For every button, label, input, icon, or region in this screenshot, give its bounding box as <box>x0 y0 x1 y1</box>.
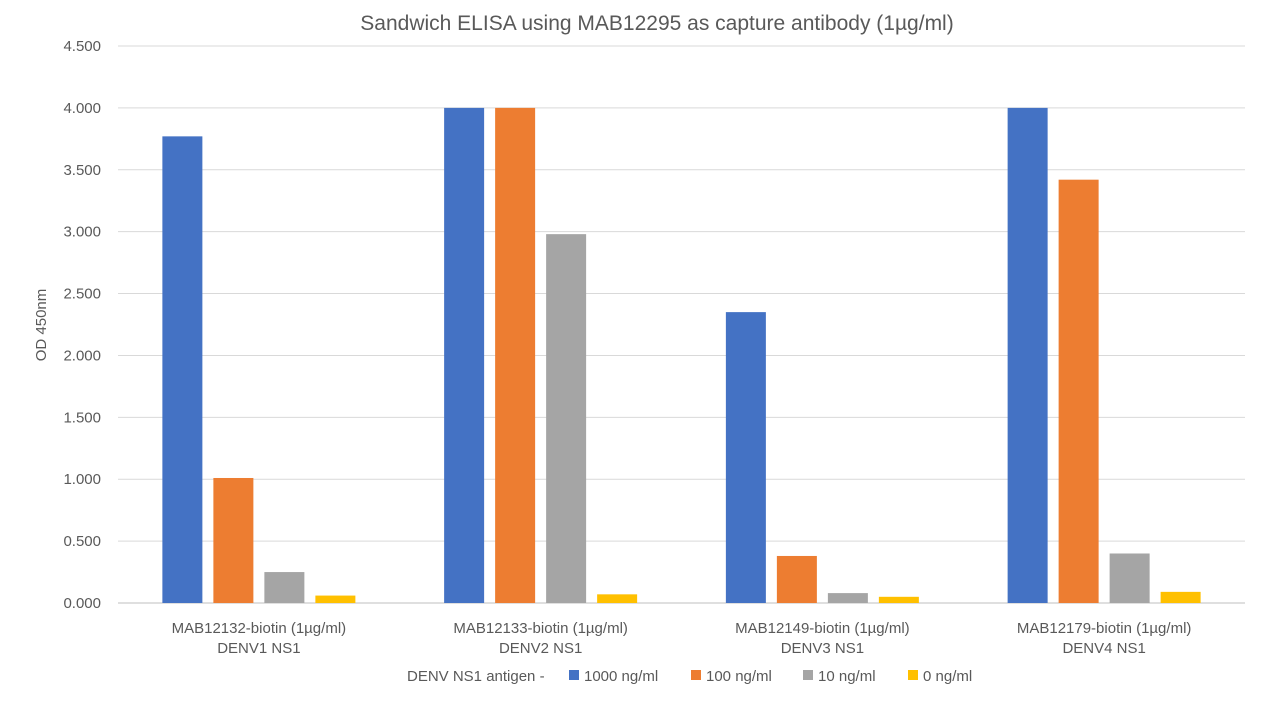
legend-label: 1000 ng/ml <box>584 668 658 685</box>
bar-10-ng-ml-2 <box>546 234 587 604</box>
bar-100-ng-ml-1 <box>213 477 254 603</box>
x-tick-label: MAB12133-biotin (1µg/ml) <box>453 620 628 637</box>
legend-prefix: DENV NS1 antigen - <box>407 668 545 685</box>
x-tick-label: MAB12179-biotin (1µg/ml) <box>1017 620 1192 637</box>
y-tick-label: 0.500 <box>63 533 101 550</box>
legend-swatch <box>803 670 813 680</box>
y-tick-label: 4.500 <box>63 38 101 55</box>
x-tick-label: MAB12149-biotin (1µg/ml) <box>735 620 910 637</box>
bar-10-ng-ml-4 <box>1109 553 1150 603</box>
y-tick-label: 2.000 <box>63 347 101 364</box>
x-tick-label: MAB12132-biotin (1µg/ml) <box>172 620 347 637</box>
legend-swatch <box>569 670 579 680</box>
bar-1000-ng-ml-3 <box>725 312 766 603</box>
bar-0-ng-ml-4 <box>1160 591 1201 603</box>
bar-0-ng-ml-2 <box>597 594 638 603</box>
bar-100-ng-ml-2 <box>495 107 536 603</box>
bar-0-ng-ml-3 <box>878 596 919 603</box>
x-tick-label: DENV1 NS1 <box>217 640 300 657</box>
bar-10-ng-ml-3 <box>827 593 868 603</box>
bar-10-ng-ml-1 <box>264 572 305 603</box>
y-tick-label: 4.000 <box>63 100 101 117</box>
y-tick-label: 1.000 <box>63 471 101 488</box>
bar-100-ng-ml-4 <box>1058 179 1099 603</box>
bar-100-ng-ml-3 <box>776 555 817 603</box>
legend: DENV NS1 antigen - 1000 ng/ml 100 ng/ml 10 … <box>407 668 972 685</box>
legend-swatch <box>908 670 918 680</box>
y-axis-label: OD 450nm <box>33 289 50 362</box>
y-tick-label: 2.500 <box>63 286 101 303</box>
y-tick-label: 3.500 <box>63 162 101 179</box>
x-tick-label: DENV2 NS1 <box>499 640 582 657</box>
x-axis-ticks: MAB12132-biotin (1µg/ml) DENV1 NS1 MAB1213… <box>172 620 1192 657</box>
bar-1000-ng-ml-1 <box>162 136 203 603</box>
bar-1000-ng-ml-4 <box>1007 107 1048 603</box>
gridlines <box>118 45 1245 604</box>
bar-1000-ng-ml-2 <box>444 107 485 603</box>
legend-label: 0 ng/ml <box>923 668 972 685</box>
bars <box>162 107 1201 604</box>
y-tick-label: 0.000 <box>63 595 101 612</box>
y-tick-label: 3.000 <box>63 224 101 241</box>
legend-label: 100 ng/ml <box>706 668 772 685</box>
bar-0-ng-ml-1 <box>315 595 356 603</box>
x-tick-label: DENV3 NS1 <box>781 640 864 657</box>
y-tick-label: 1.500 <box>63 409 101 426</box>
chart-title: Sandwich ELISA using MAB12295 as capture… <box>360 12 953 35</box>
legend-swatch <box>691 670 701 680</box>
y-axis-ticks: 0.000 0.500 1.000 1.500 2.000 2.500 3.000 3.500… <box>63 38 101 612</box>
x-tick-label: DENV4 NS1 <box>1062 640 1145 657</box>
legend-label: 10 ng/ml <box>818 668 876 685</box>
